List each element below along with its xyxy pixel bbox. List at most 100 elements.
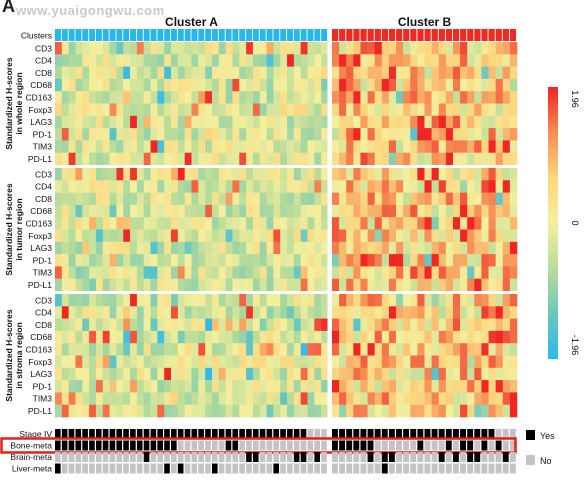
heatmap-cell [252, 140, 261, 153]
heatmap-cell [239, 103, 247, 117]
heatmap-cell [55, 168, 63, 181]
heatmap-cell [198, 266, 206, 279]
heatmap-cell [55, 380, 63, 393]
heatmap-cell [360, 278, 368, 292]
heatmap-cell [89, 91, 97, 104]
heatmap-cell [252, 180, 261, 193]
heatmap-cell [495, 404, 504, 418]
annotation-cell [273, 429, 280, 439]
heatmap-cell [321, 91, 329, 104]
heatmap-cell [502, 140, 511, 153]
heatmap-cell [307, 355, 315, 369]
heatmap-cell [82, 128, 90, 141]
heatmap-cell [130, 380, 138, 393]
heatmap-cell [130, 343, 138, 356]
heatmap-cell [280, 115, 288, 129]
heatmap-cell [218, 343, 226, 356]
annotation-cell [332, 429, 338, 439]
heatmap-cell [246, 380, 254, 393]
heatmap-cell [307, 343, 315, 356]
marker-label: CD163 [26, 219, 53, 229]
annotation-cell [280, 463, 286, 474]
heatmap-cell [495, 180, 504, 193]
heatmap-cell [273, 367, 281, 381]
heatmap-cell [211, 192, 220, 206]
heatmap-cell [417, 54, 425, 67]
heatmap-cell [102, 78, 110, 92]
heatmap-cell [130, 229, 138, 243]
heatmap-cell [68, 192, 76, 206]
heatmap-cell [374, 266, 383, 279]
heatmap-cell [332, 91, 340, 104]
heatmap-cell [266, 367, 274, 381]
heatmap-cell [339, 367, 347, 381]
heatmap-cell [130, 42, 138, 55]
heatmap-cell [130, 367, 138, 381]
heatmap-cell [143, 204, 151, 218]
heatmap-cell [396, 392, 404, 405]
heatmap-cell [68, 355, 76, 369]
heatmap-cell [467, 152, 475, 166]
heatmap-cell [307, 217, 315, 230]
heatmap-cell [266, 54, 274, 67]
heatmap-cell [75, 66, 83, 80]
heatmap-cell [143, 343, 151, 356]
heatmap-cell [150, 294, 158, 307]
heatmap-cell [339, 128, 347, 141]
annotation-cell [287, 463, 293, 474]
heatmap-cell [460, 152, 468, 166]
heatmap-cell [321, 54, 329, 67]
heatmap-cell [68, 241, 76, 255]
annotation-cell [68, 452, 75, 462]
cluster-cell [205, 29, 212, 41]
heatmap-cell [136, 78, 145, 92]
heatmap-cell [314, 180, 322, 193]
annotation-cell [452, 429, 459, 439]
annotation-cell [150, 429, 157, 439]
heatmap-cell [75, 128, 83, 141]
heatmap-cell [396, 278, 404, 292]
heatmap-cell [150, 103, 158, 117]
heatmap-cell [225, 318, 233, 332]
heatmap-cell [177, 66, 185, 80]
cluster-cell [225, 29, 232, 41]
annotation-cell [55, 452, 61, 462]
heatmap-cell [68, 278, 76, 292]
heatmap-cell [495, 128, 504, 141]
heatmap-cell [314, 42, 322, 55]
cluster-cell [82, 29, 89, 41]
heatmap-cell [109, 392, 117, 405]
heatmap-cell [374, 180, 383, 193]
heatmap-cell [424, 306, 432, 319]
heatmap-cell [225, 266, 233, 279]
heatmap-cell [95, 306, 104, 319]
heatmap-cell [321, 229, 329, 243]
heatmap-cell [346, 343, 354, 356]
heatmap-cell [232, 115, 240, 129]
heatmap-cell [266, 140, 274, 153]
cluster-a-title: Cluster A [165, 15, 218, 29]
heatmap-cell [198, 380, 206, 393]
heatmap-cell [157, 294, 165, 307]
heatmap-cell [388, 42, 397, 55]
heatmap-cell [184, 115, 192, 129]
cluster-cell [353, 29, 360, 41]
heatmap-cell [410, 180, 418, 193]
annotation-cell [307, 440, 314, 451]
heatmap-cell [346, 217, 354, 230]
legend-no-label: No [540, 456, 552, 466]
heatmap-cell [157, 128, 165, 141]
heatmap-cell [346, 66, 354, 80]
heatmap-cell [280, 128, 288, 141]
annotation-cell [102, 440, 109, 451]
annotation-cell [460, 452, 466, 462]
heatmap-cell [293, 380, 301, 393]
heatmap-cell [239, 367, 247, 381]
heatmap-cell [205, 66, 213, 80]
heatmap-cell [205, 180, 213, 193]
heatmap-cell [474, 330, 482, 344]
cluster-separator [327, 29, 332, 417]
heatmap-cell [403, 54, 411, 67]
heatmap-cell [218, 278, 226, 292]
heatmap-cell [396, 294, 404, 307]
